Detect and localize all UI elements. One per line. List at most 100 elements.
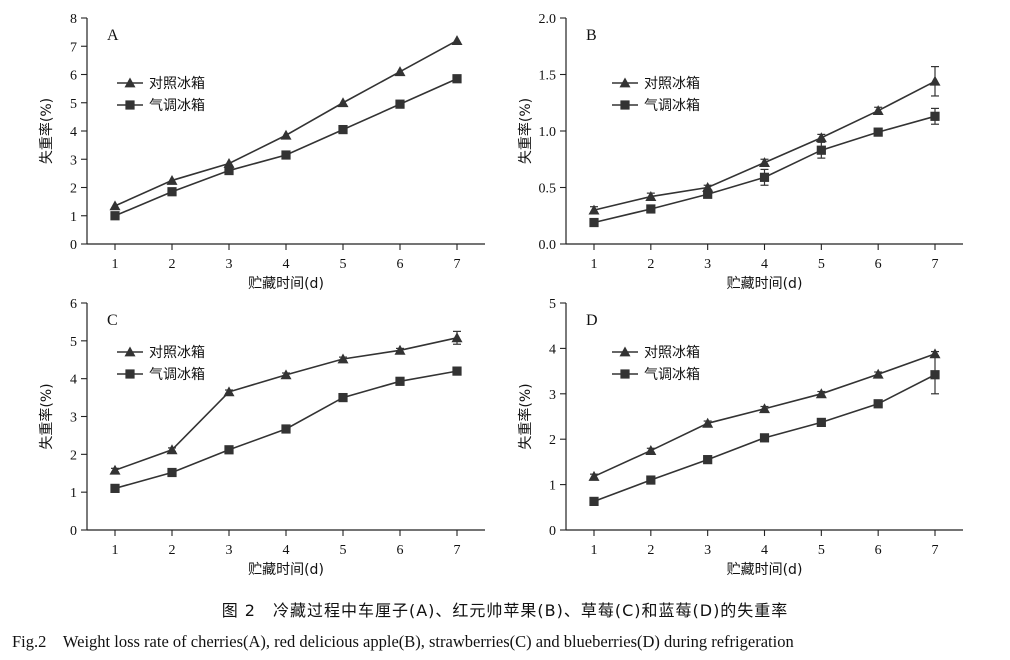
data-point xyxy=(703,189,713,199)
data-point xyxy=(224,445,234,455)
x-tick-label: 7 xyxy=(454,543,461,558)
data-point xyxy=(281,424,291,434)
data-point xyxy=(589,217,599,228)
data-point xyxy=(703,455,713,465)
x-tick-label: 4 xyxy=(761,543,768,558)
panel-b: 0.0 0.5 1.0 1.5 2.0 1 2 3 4 5 6 7 贮藏时间(d) 失重率(%) B 对照冰箱… xyxy=(517,12,963,292)
panel-label: A xyxy=(107,27,119,44)
x-tick-label: 7 xyxy=(454,257,461,272)
legend-label: 对照冰箱 xyxy=(644,76,700,92)
data-point xyxy=(280,129,292,140)
series-controlled-atmosphere xyxy=(589,107,940,228)
x-tick-label: 1 xyxy=(591,257,598,272)
y-tick-label: 4 xyxy=(549,342,556,357)
data-point xyxy=(645,445,657,455)
y-tick-label: 3 xyxy=(549,388,556,403)
x-axis-title: 贮藏时间(d) xyxy=(248,276,324,292)
data-point xyxy=(646,475,656,485)
y-axis-title: 失重率(%) xyxy=(517,98,534,164)
data-point xyxy=(451,35,463,45)
legend-marker xyxy=(125,100,135,110)
data-point xyxy=(759,433,770,443)
data-point xyxy=(815,132,827,143)
legend-marker xyxy=(125,369,135,379)
series-line xyxy=(114,39,458,207)
x-tick-label: 4 xyxy=(283,543,290,558)
x-tick-label: 2 xyxy=(169,257,176,272)
data-point xyxy=(452,74,462,84)
y-tick-label: 5 xyxy=(70,335,77,350)
series-control xyxy=(588,348,941,481)
legend-marker xyxy=(619,77,631,88)
series-control xyxy=(109,330,463,475)
series-control xyxy=(588,65,941,215)
legend-label: 气调冰箱 xyxy=(149,367,205,383)
legend-marker xyxy=(619,346,631,357)
legend-label: 对照冰箱 xyxy=(149,76,205,92)
panel-label: B xyxy=(586,27,597,44)
y-tick-label: 5 xyxy=(70,97,77,112)
legend-label: 气调冰箱 xyxy=(644,367,700,383)
y-tick-label: 2 xyxy=(549,433,556,448)
data-point xyxy=(167,467,177,478)
data-point xyxy=(166,444,178,455)
data-point xyxy=(873,399,883,409)
data-point xyxy=(109,200,121,211)
data-point xyxy=(337,97,349,108)
data-point xyxy=(646,204,656,214)
data-point xyxy=(588,204,600,215)
data-point xyxy=(872,105,884,116)
x-tick-label: 6 xyxy=(397,543,404,558)
y-tick-label: 5 xyxy=(549,297,556,312)
y-tick-label: 0 xyxy=(549,524,556,539)
data-point xyxy=(759,172,770,182)
caption-chinese: 图 2 冷藏过程中车厘子(A)、红元帅苹果(B)、草莓(C)和蓝莓(D)的失重率 xyxy=(221,601,789,620)
x-axis-title: 贮藏时间(d) xyxy=(248,562,324,578)
y-tick-label: 7 xyxy=(70,40,77,55)
data-point xyxy=(759,157,770,168)
y-tick-label: 3 xyxy=(70,153,77,168)
data-point xyxy=(223,157,235,168)
x-axis-title: 贮藏时间(d) xyxy=(727,562,803,578)
y-tick-label: 4 xyxy=(70,125,77,140)
x-tick-label: 3 xyxy=(226,543,233,558)
y-tick-label: 4 xyxy=(70,373,77,388)
x-tick-label: 5 xyxy=(818,257,825,272)
data-point xyxy=(452,366,462,376)
series-control xyxy=(109,35,463,211)
data-point xyxy=(280,369,292,380)
y-axis-title: 失重率(%) xyxy=(517,383,534,449)
panel-label: D xyxy=(586,312,598,329)
x-tick-label: 5 xyxy=(340,257,347,272)
x-tick-label: 2 xyxy=(647,543,654,558)
caption-english: Fig.2 Weight loss rate of cherries(A), r… xyxy=(12,632,794,651)
x-tick-label: 3 xyxy=(704,543,711,558)
data-point xyxy=(110,483,120,493)
data-point xyxy=(759,403,770,414)
data-point xyxy=(645,191,657,201)
data-point xyxy=(337,353,349,364)
data-point xyxy=(930,370,940,380)
x-tick-label: 6 xyxy=(397,257,404,272)
y-tick-label: 2 xyxy=(70,448,77,463)
data-point xyxy=(930,111,940,121)
x-tick-label: 2 xyxy=(647,257,654,272)
panel-label: C xyxy=(107,312,118,329)
y-tick-label: 3 xyxy=(70,411,77,426)
legend-marker xyxy=(620,100,630,110)
data-point xyxy=(451,332,463,343)
data-point xyxy=(816,145,826,155)
data-point xyxy=(281,150,291,160)
x-axis-title: 贮藏时间(d) xyxy=(727,276,803,292)
y-tick-label: 6 xyxy=(70,69,77,84)
y-tick-label: 2.0 xyxy=(539,12,557,27)
x-tick-label: 6 xyxy=(875,543,882,558)
data-point xyxy=(224,165,234,176)
data-point xyxy=(873,127,883,137)
data-point xyxy=(872,368,884,379)
series-controlled-atmosphere xyxy=(110,366,462,493)
